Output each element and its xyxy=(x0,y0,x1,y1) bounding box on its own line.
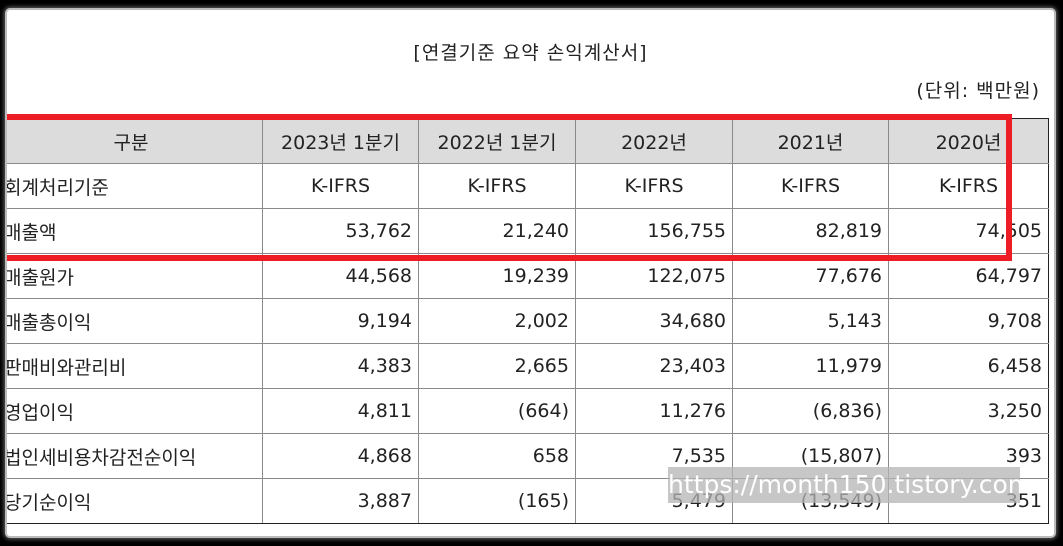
document-frame: [연결기준 요약 손익계산서] (단위: 백만원) 구분 2023년 1분기 2… xyxy=(7,10,1054,536)
row-label: 당기순이익 xyxy=(7,478,263,524)
row-label: 법인세비용차감전순이익 xyxy=(7,433,263,479)
cell-value: 64,797 xyxy=(888,253,1049,299)
cell-value: 11,979 xyxy=(732,343,889,389)
cell-value: K-IFRS xyxy=(888,163,1049,209)
table-row-cost-of-sales: 매출원가 44,568 19,239 122,075 77,676 64,797 xyxy=(7,253,1049,299)
cell-value: 4,868 xyxy=(262,433,419,479)
cell-value: (6,836) xyxy=(732,388,889,434)
table-row-accounting-standard: 회계처리기준 K-IFRS K-IFRS K-IFRS K-IFRS K-IFR… xyxy=(7,163,1049,209)
cell-value: 11,276 xyxy=(575,388,733,434)
table-header-row: 구분 2023년 1분기 2022년 1분기 2022년 2021년 2020년 xyxy=(7,118,1049,164)
cell-value: 34,680 xyxy=(575,298,733,344)
column-header-category: 구분 xyxy=(7,118,263,164)
cell-value: 3,887 xyxy=(262,478,419,524)
document-title: [연결기준 요약 손익계산서] xyxy=(413,42,648,64)
cell-value: 44,568 xyxy=(262,253,419,299)
cell-value: 658 xyxy=(418,433,576,479)
cell-value: 9,194 xyxy=(262,298,419,344)
cell-value: 5,143 xyxy=(732,298,889,344)
cell-value: 2,665 xyxy=(418,343,576,389)
cell-value: 2,002 xyxy=(418,298,576,344)
unit-label: (단위: 백만원) xyxy=(916,80,1040,102)
table-row-revenue: 매출액 53,762 21,240 156,755 82,819 74,505 xyxy=(7,208,1049,254)
row-label: 영업이익 xyxy=(7,388,263,434)
cell-value: K-IFRS xyxy=(418,163,576,209)
table-row-sga: 판매비와관리비 4,383 2,665 23,403 11,979 6,458 xyxy=(7,343,1049,389)
row-label: 매출액 xyxy=(7,208,263,254)
table-row-gross-profit: 매출총이익 9,194 2,002 34,680 5,143 9,708 xyxy=(7,298,1049,344)
cell-value: 156,755 xyxy=(575,208,733,254)
cell-value: 19,239 xyxy=(418,253,576,299)
cell-value: K-IFRS xyxy=(262,163,419,209)
cell-value: 74,505 xyxy=(888,208,1049,254)
cell-value: 122,075 xyxy=(575,253,733,299)
column-header-2023q1: 2023년 1분기 xyxy=(262,118,419,164)
cell-value: 9,708 xyxy=(888,298,1049,344)
table-row-operating-income: 영업이익 4,811 (664) 11,276 (6,836) 3,250 xyxy=(7,388,1049,434)
cell-value: (165) xyxy=(418,478,576,524)
cell-value: 6,458 xyxy=(888,343,1049,389)
column-header-2021: 2021년 xyxy=(732,118,889,164)
cell-value: 53,762 xyxy=(262,208,419,254)
cell-value: 77,676 xyxy=(732,253,889,299)
cell-value: 23,403 xyxy=(575,343,733,389)
income-statement-table: 구분 2023년 1분기 2022년 1분기 2022년 2021년 2020년… xyxy=(7,118,1049,524)
row-label: 회계처리기준 xyxy=(7,163,263,209)
watermark: https://month150.tistory.com xyxy=(668,467,1020,503)
cell-value: 3,250 xyxy=(888,388,1049,434)
cell-value: 4,383 xyxy=(262,343,419,389)
cell-value: 4,811 xyxy=(262,388,419,434)
row-label: 매출원가 xyxy=(7,253,263,299)
cell-value: (664) xyxy=(418,388,576,434)
column-header-2022q1: 2022년 1분기 xyxy=(418,118,576,164)
row-label: 판매비와관리비 xyxy=(7,343,263,389)
cell-value: 82,819 xyxy=(732,208,889,254)
row-label: 매출총이익 xyxy=(7,298,263,344)
column-header-2020: 2020년 xyxy=(888,118,1049,164)
cell-value: 21,240 xyxy=(418,208,576,254)
cell-value: K-IFRS xyxy=(732,163,889,209)
column-header-2022: 2022년 xyxy=(575,118,733,164)
cell-value: K-IFRS xyxy=(575,163,733,209)
